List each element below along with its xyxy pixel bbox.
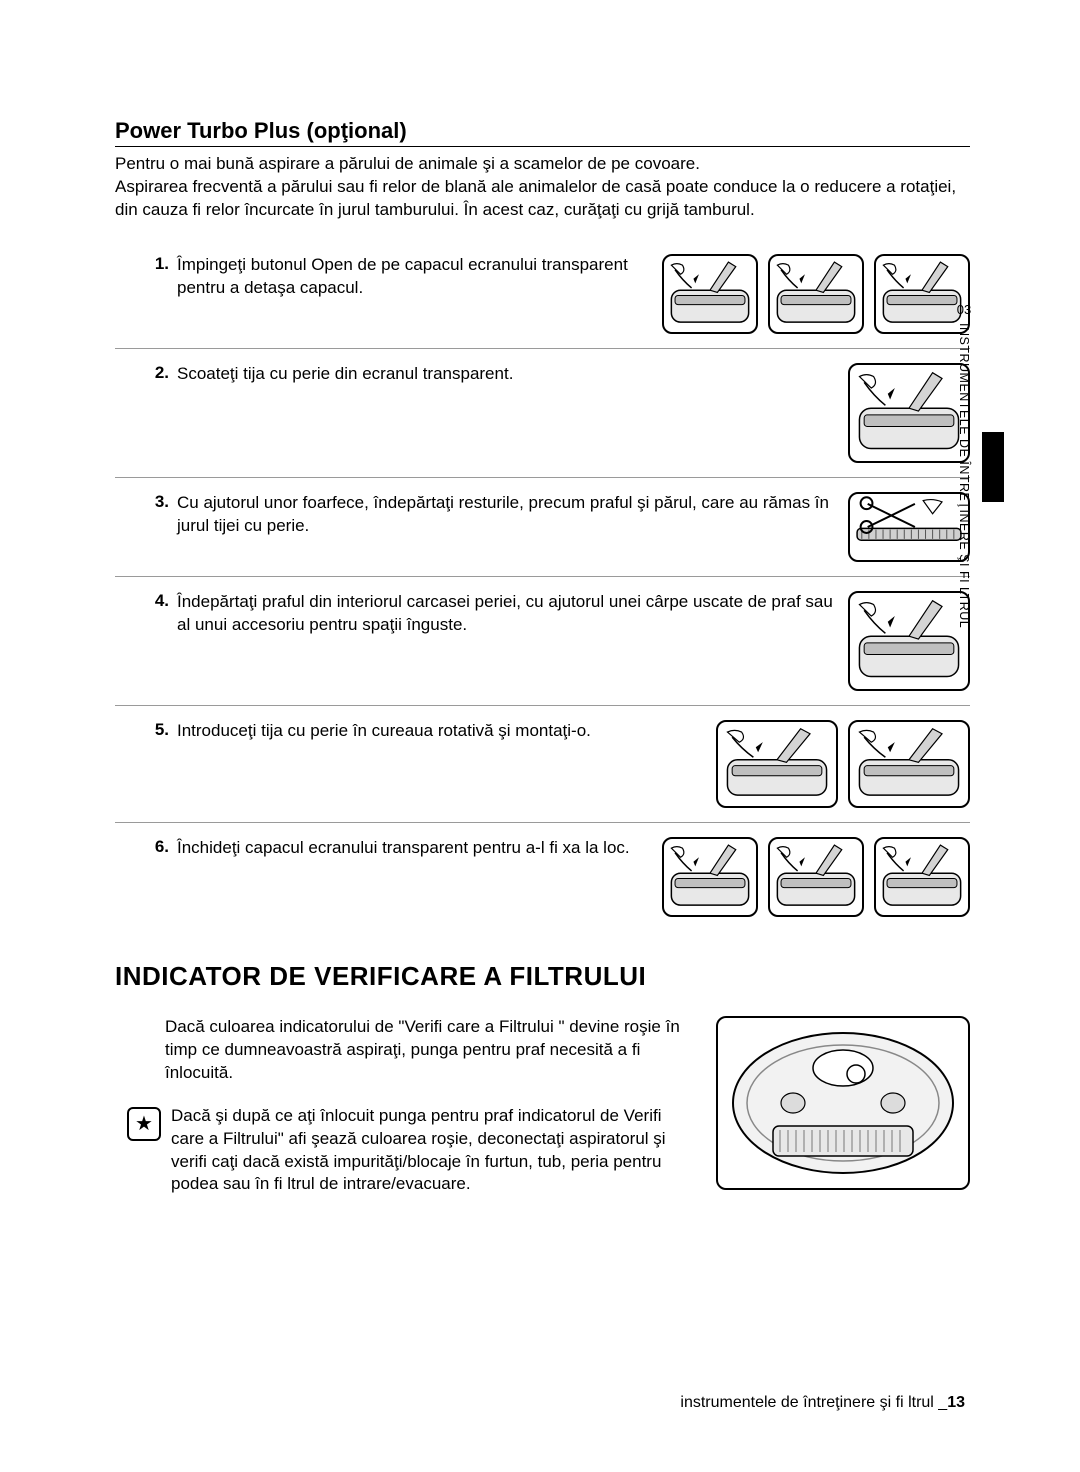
step-row: 3. Cu ajutorul unor foarfece, îndepărtaţ… (115, 478, 970, 577)
step-text: Cu ajutorul unor foarfece, îndepărtaţi r… (177, 492, 848, 538)
page-number: 13 (947, 1394, 965, 1411)
note-row: ★ Dacă şi după ce aţi înlocuit punga pen… (127, 1105, 694, 1197)
step-figure (662, 837, 758, 917)
step-row: 2. Scoateţi tija cu perie din ecranul tr… (115, 349, 970, 478)
step-number: 4. (115, 591, 177, 611)
step-row: 6. Închideţi capacul ecranului transpare… (115, 823, 970, 931)
step-text: Scoateţi tija cu perie din ecranul trans… (177, 363, 848, 386)
step-text: Împingeţi butonul Open de pe capacul ecr… (177, 254, 662, 300)
side-tab-number: 03 (957, 302, 971, 317)
star-icon: ★ (127, 1107, 161, 1141)
note-text: Dacă şi după ce aţi înlocuit punga pentr… (171, 1105, 694, 1197)
vacuum-top-figure (716, 1016, 970, 1190)
step-figure (768, 254, 864, 334)
step-figure (716, 720, 838, 808)
step-row: 5. Introduceţi tija cu perie în cureaua … (115, 706, 970, 823)
step-number: 6. (115, 837, 177, 857)
section-intro: Pentru o mai bună aspirare a părului de … (115, 153, 970, 222)
step-number: 2. (115, 363, 177, 383)
step-figures (662, 254, 970, 334)
step-number: 5. (115, 720, 177, 740)
step-figure (848, 720, 970, 808)
side-tab-label: INSTRUMENTELE DE ÎNTREŢINERE ŞI FI LTRUL (957, 323, 971, 628)
step-figures (716, 720, 970, 808)
step-row: 4. Îndepărtaţi praful din interiorul car… (115, 577, 970, 706)
filter-figure-column (716, 1016, 970, 1190)
filter-section-row: Dacă culoarea indicatorului de "Veriﬁ ca… (115, 1016, 970, 1197)
step-text: Introduceţi tija cu perie în cureaua rot… (177, 720, 716, 743)
step-number: 3. (115, 492, 177, 512)
side-tab: 03 INSTRUMENTELE DE ÎNTREŢINERE ŞI FI LT… (948, 302, 980, 628)
step-row: 1. Împingeţi butonul Open de pe capacul … (115, 240, 970, 349)
section-title-power-turbo: Power Turbo Plus (opţional) (115, 118, 970, 147)
filter-text-column: Dacă culoarea indicatorului de "Veriﬁ ca… (115, 1016, 694, 1197)
section-title-filter-indicator: INDICATOR DE VERIFICARE A FILTRULUI (115, 961, 965, 992)
manual-page: Power Turbo Plus (opţional) Pentru o mai… (0, 0, 1080, 1472)
step-text: Îndepărtaţi praful din interiorul carcas… (177, 591, 848, 637)
thumb-index-bar (982, 432, 1004, 502)
footer-text: instrumentele de întreţinere şi ﬁ ltrul … (680, 1394, 947, 1411)
step-text: Închideţi capacul ecranului transparent … (177, 837, 662, 860)
step-number: 1. (115, 254, 177, 274)
step-figure (874, 837, 970, 917)
step-figure (768, 837, 864, 917)
page-footer: instrumentele de întreţinere şi ﬁ ltrul … (680, 1394, 965, 1412)
steps-list: 1. Împingeţi butonul Open de pe capacul … (115, 240, 965, 931)
filter-paragraph: Dacă culoarea indicatorului de "Veriﬁ ca… (165, 1016, 694, 1085)
step-figure (662, 254, 758, 334)
step-figures (662, 837, 970, 917)
